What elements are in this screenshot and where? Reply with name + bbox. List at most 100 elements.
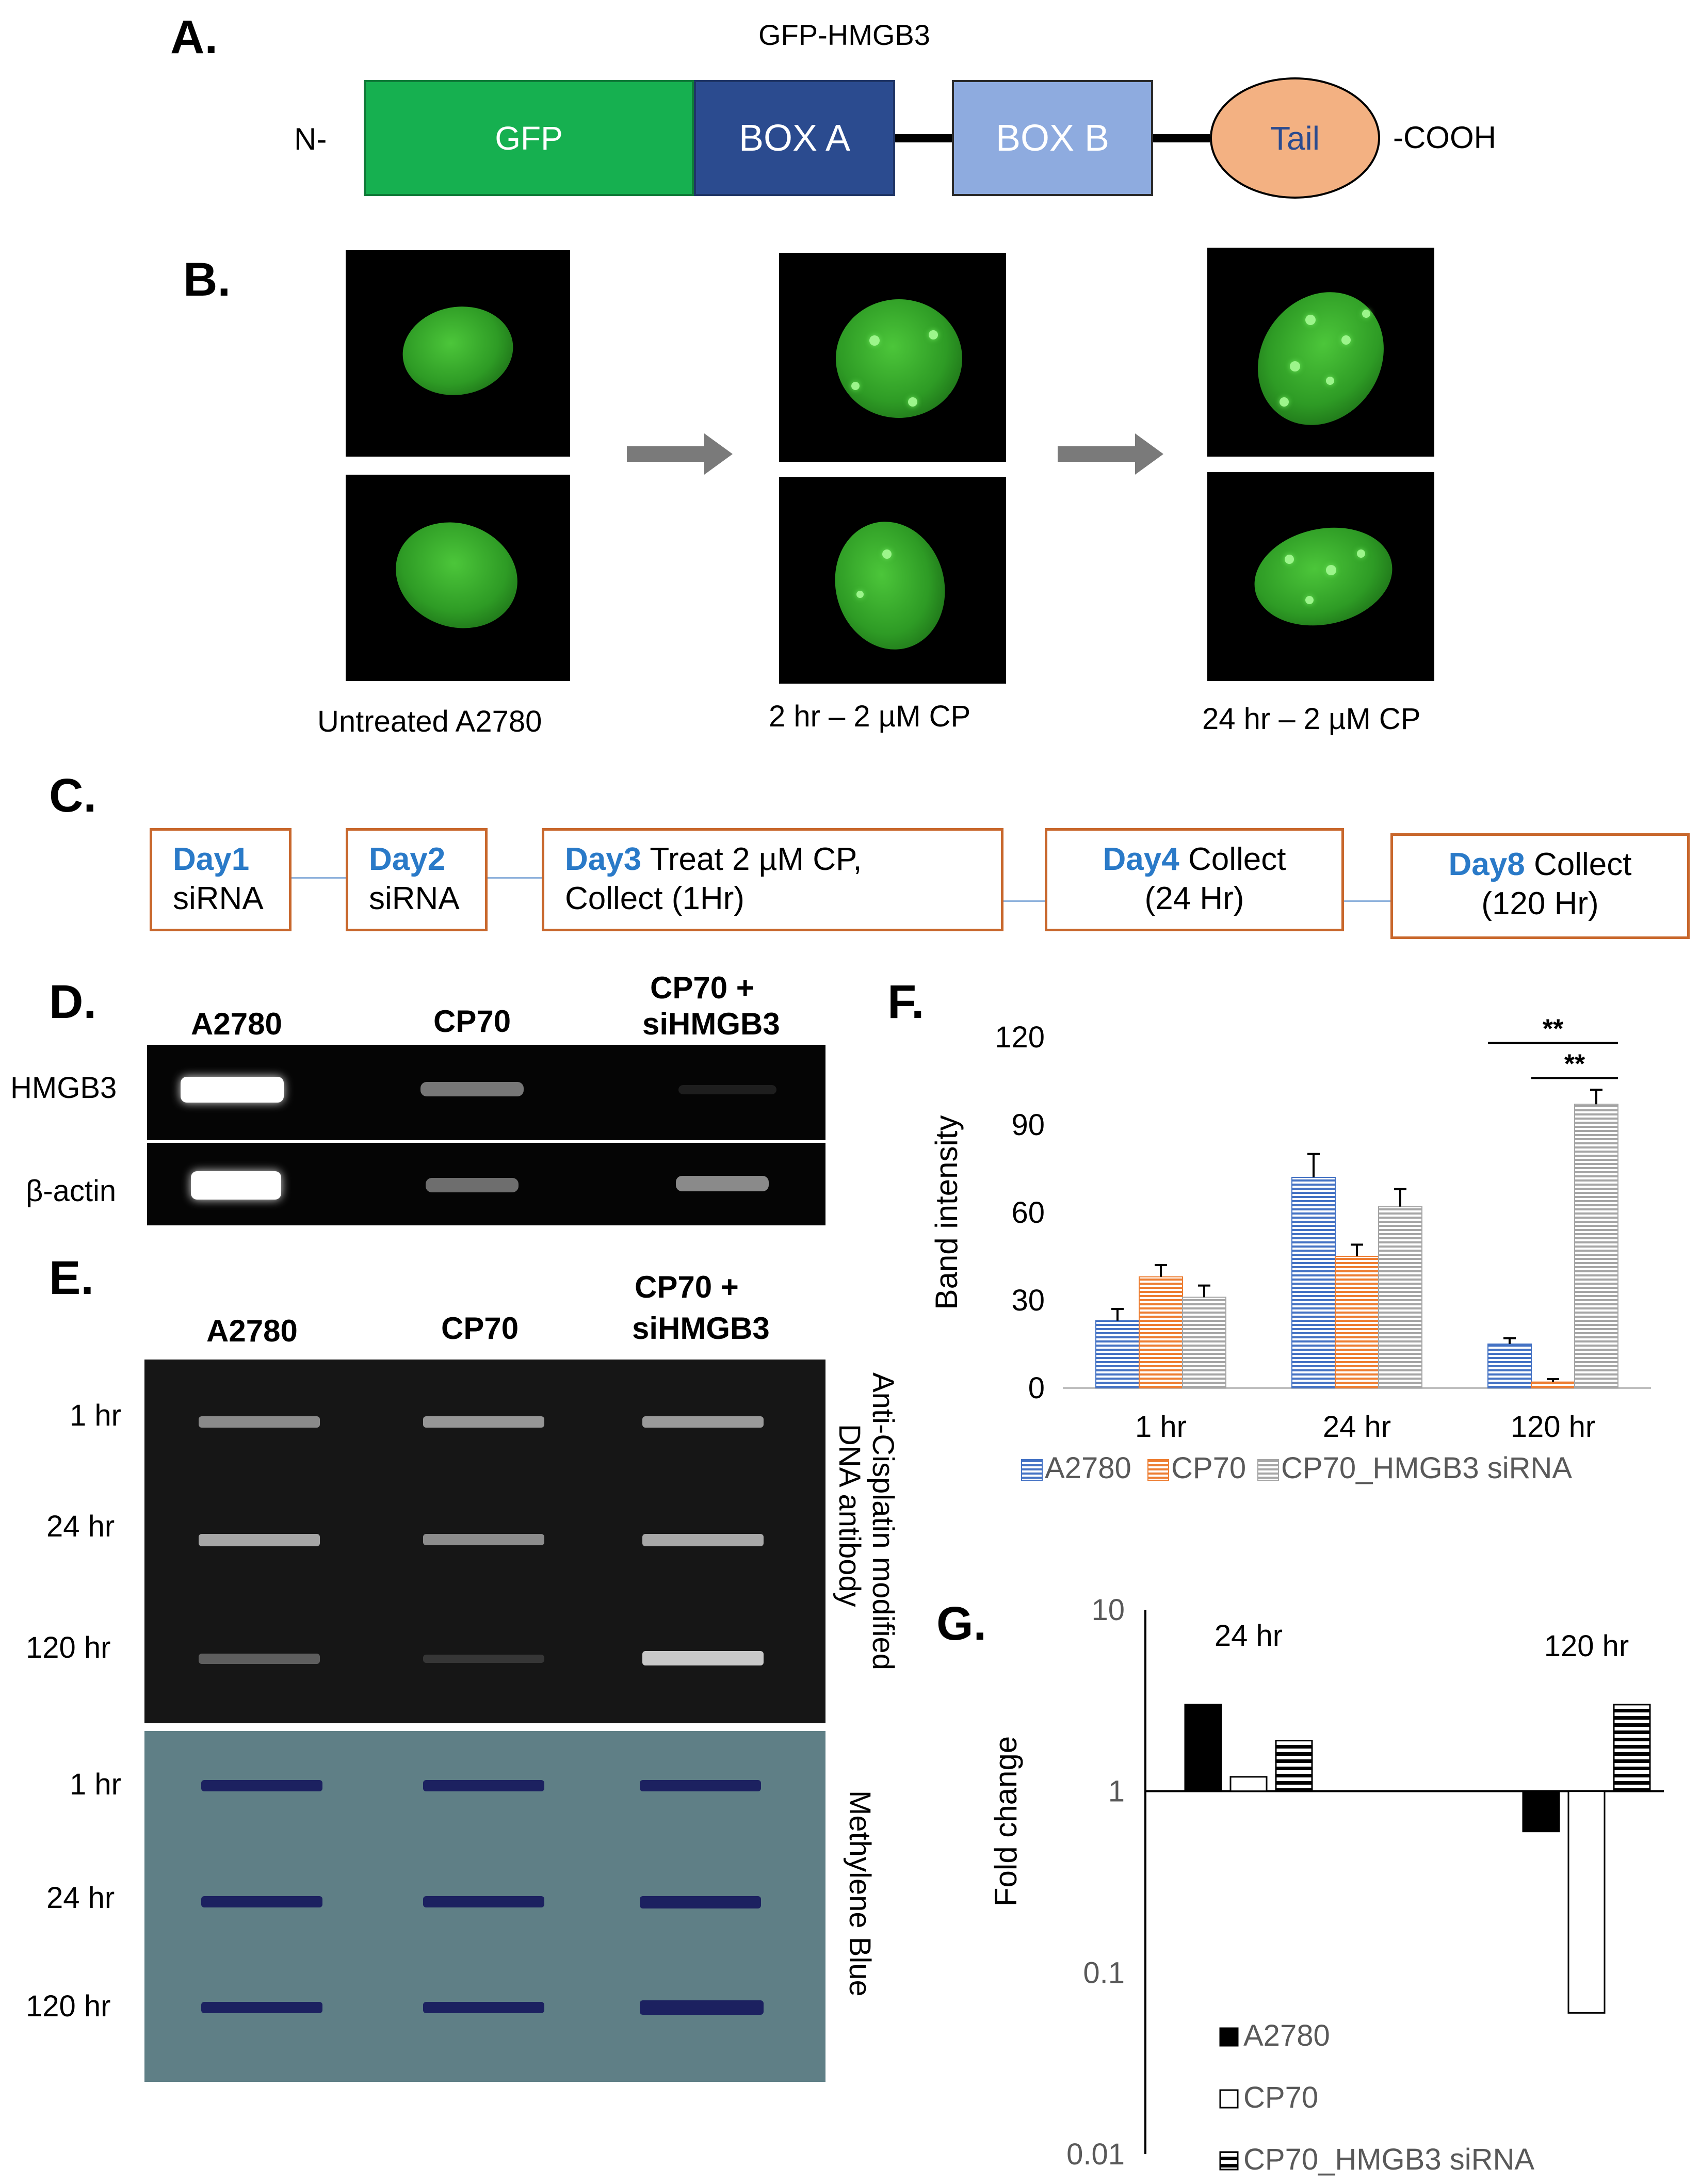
slot-blot-antibody: [144, 1360, 825, 1723]
caption-2hr: 2 hr – 2 µM CP: [769, 700, 971, 733]
nuclear-focus: [929, 330, 938, 339]
nuclear-focus: [1326, 565, 1336, 575]
legend-swatch: [1219, 2089, 1239, 2109]
legend-label: A2780: [1045, 1451, 1131, 1485]
nuclear-focus: [869, 335, 880, 346]
blot-band: [640, 2000, 764, 2015]
timeline-step-day4: Day4 Collect (24 Hr): [1045, 828, 1344, 931]
side-label-antibody-1: Anti-Cisplatin modified: [866, 1372, 900, 1671]
y-tick-label: 0.1: [1083, 1956, 1125, 1989]
gel-band: [676, 1176, 769, 1191]
step-line2: (120 Hr): [1481, 886, 1599, 921]
blot-band: [423, 1534, 544, 1545]
c-terminus-label: -COOH: [1393, 120, 1496, 155]
bar-a2780: [1522, 1790, 1560, 1833]
linker-line-2: [1153, 134, 1210, 142]
chart-g: Fold change 0.01 0.1 1 10 24 hr 120 hr A2780 CP7…: [989, 1593, 1664, 2176]
y-tick-label: 0.01: [1066, 2138, 1125, 2171]
step-line2: (24 Hr): [1144, 881, 1244, 916]
blot-band: [640, 1780, 761, 1791]
category-label: 120 hr: [1544, 1629, 1629, 1663]
blot-band: [199, 1534, 320, 1546]
x-tick-label: 120 hr: [1511, 1410, 1595, 1444]
panel-c-letter: C.: [49, 769, 96, 822]
micrograph-untreated-2: [346, 475, 570, 681]
timeline-connector: [1003, 900, 1045, 902]
nuclear-focus: [1280, 397, 1289, 407]
x-tick-label: 24 hr: [1323, 1410, 1391, 1444]
panel-a-title: GFP-HMGB3: [758, 19, 930, 51]
step-line2: siRNA: [369, 881, 460, 916]
nucleus: [836, 299, 962, 418]
micrograph-untreated-1: [346, 250, 570, 457]
micrograph-24hr-1: [1207, 248, 1434, 457]
blot-band: [642, 1416, 764, 1428]
blot-band: [199, 1416, 320, 1428]
y-tick-label: 120: [995, 1021, 1045, 1054]
nucleus: [381, 505, 532, 645]
nuclear-focus: [908, 397, 917, 407]
column-label-cp70-plus: CP70 +: [635, 1270, 739, 1304]
row-label-120hr: 120 hr: [26, 1989, 111, 2023]
tail-label: Tail: [1270, 119, 1320, 157]
bar-a2780: [1184, 1704, 1222, 1792]
row-label-1hr: 1 hr: [70, 1768, 121, 1801]
nuclear-focus: [1362, 310, 1370, 318]
category-label: 24 hr: [1215, 1619, 1283, 1653]
arrow-icon: [627, 433, 733, 475]
legend-label: CP70: [1171, 1451, 1246, 1485]
nucleus: [821, 509, 959, 662]
step-day: Day1: [173, 842, 250, 877]
step-day: Day3: [565, 842, 642, 877]
gel-band: [678, 1085, 776, 1094]
bar-cp70-hmgb3-sirna: [1574, 1104, 1618, 1389]
blot-band: [201, 1896, 322, 1907]
timeline-connector: [1344, 900, 1390, 902]
row-label-120hr: 120 hr: [26, 1631, 111, 1664]
blot-band: [423, 1780, 544, 1791]
column-label-a2780: A2780: [206, 1314, 298, 1348]
legend-label: CP70: [1243, 2081, 1318, 2114]
bar-cp70: [1531, 1381, 1575, 1389]
bar-cp70: [1567, 1790, 1606, 2014]
legend-label: CP70_HMGB3 siRNA: [1281, 1451, 1572, 1485]
bar-cp70-hmgb3-sirna: [1275, 1740, 1313, 1792]
significance-marker: **: [1564, 1049, 1585, 1079]
gfp-domain-label: GFP: [495, 119, 563, 157]
step-day: Day2: [369, 842, 446, 877]
blot-band: [201, 2002, 322, 2013]
blot-band: [640, 1896, 761, 1908]
legend-label: CP70_HMGB3 siRNA: [1243, 2143, 1534, 2176]
linker-line-1: [895, 134, 952, 142]
timeline-connector: [292, 877, 346, 879]
legend-swatch: [1219, 2027, 1239, 2047]
nuclear-focus: [1357, 549, 1365, 558]
blot-band: [201, 1780, 322, 1791]
column-label-sihmgb3: siHMGB3: [632, 1311, 770, 1346]
blot-band: [423, 1896, 544, 1907]
timeline-step-day1: Day1 siRNA: [150, 828, 292, 931]
nucleus: [1232, 267, 1410, 450]
column-label-a2780: A2780: [191, 1007, 282, 1041]
gfp-domain: GFP: [364, 80, 694, 196]
gel-band: [191, 1171, 281, 1200]
column-label-cp70: CP70: [433, 1004, 511, 1039]
gel-beta-actin: [147, 1143, 825, 1225]
caption-untreated: Untreated A2780: [317, 705, 542, 738]
y-tick-label: 0: [1028, 1371, 1045, 1405]
n-terminus-label: N-: [294, 122, 327, 156]
significance-marker: **: [1543, 1014, 1564, 1044]
timeline-step-day3: Day3 Treat 2 µM CP, Collect (1Hr): [542, 828, 1003, 931]
nuclear-focus: [1326, 377, 1334, 385]
nuclear-focus: [1305, 315, 1316, 325]
timeline-step-day8: Day8 Collect (120 Hr): [1390, 833, 1690, 939]
bar-cp70-hmgb3-sirna: [1182, 1297, 1226, 1388]
bar-cp70: [1229, 1776, 1268, 1792]
y-tick-label: 10: [1091, 1593, 1125, 1627]
blot-band: [423, 1416, 544, 1428]
blot-band: [642, 1651, 764, 1665]
step-text: Collect: [1525, 847, 1632, 882]
box-a-label: BOX A: [738, 117, 851, 159]
legend-swatch: [1219, 2151, 1239, 2171]
gel-band: [426, 1178, 519, 1192]
